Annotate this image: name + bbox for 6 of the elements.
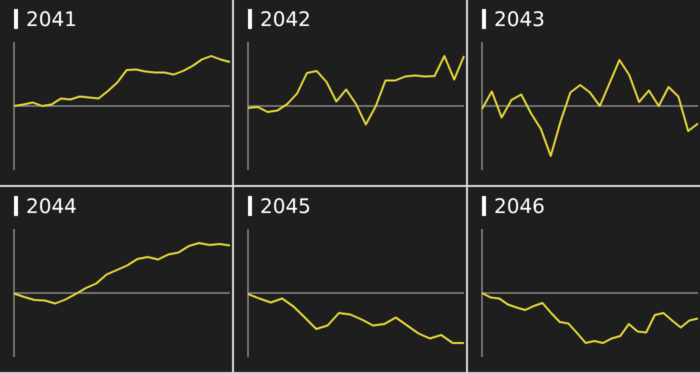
chart-title: 2043 — [493, 6, 545, 32]
chart-title: 2045 — [259, 193, 311, 219]
chart-title: 2041 — [25, 6, 77, 32]
chart-title: 2044 — [25, 193, 77, 219]
chart-title: 2042 — [259, 6, 311, 32]
chart-title: 2046 — [493, 193, 545, 219]
